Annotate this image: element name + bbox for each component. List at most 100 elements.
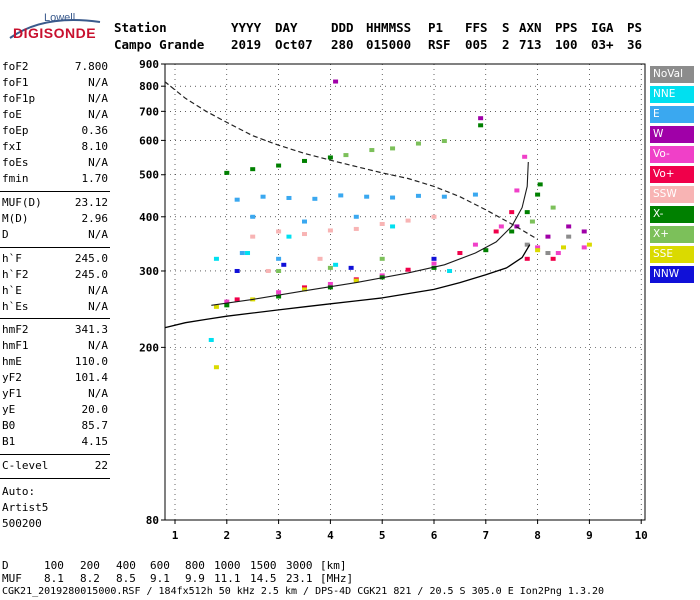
header-label-ps: PS — [627, 20, 643, 35]
echo-point — [276, 290, 282, 295]
param-row: B0 85.7 — [2, 418, 108, 433]
echo-point — [302, 285, 307, 290]
param-name: yF2 — [2, 371, 22, 384]
header-label-day: DAY — [275, 20, 298, 35]
param-name: MUF(D) — [2, 196, 42, 209]
echo-point — [561, 245, 566, 250]
echo-point — [213, 365, 219, 370]
param-name: D — [2, 228, 9, 241]
param-value: 20.0 — [81, 403, 109, 416]
echo-point — [509, 229, 515, 234]
echo-point — [524, 242, 530, 247]
param-divider — [0, 191, 110, 192]
param-value: 341.3 — [74, 323, 108, 336]
distance-unit: [km] — [320, 559, 347, 572]
param-row: hmF1 N/A — [2, 338, 108, 353]
header-label-axn: AXN — [519, 20, 542, 35]
logo-swoosh-icon — [9, 19, 101, 39]
param-value: N/A — [88, 156, 108, 169]
param-divider — [0, 454, 110, 455]
echo-point — [276, 229, 282, 234]
echo-point — [550, 256, 556, 261]
echo-point — [286, 234, 292, 239]
header-value-s: 2 — [502, 37, 510, 52]
param-row: yF2 101.4 — [2, 370, 108, 385]
param-name: h`F2 — [2, 268, 29, 281]
param-name: B0 — [2, 419, 16, 432]
header-label-yyyy: YYYY — [231, 20, 262, 35]
echo-point — [224, 303, 230, 308]
legend-item-noval: NoVal — [650, 66, 694, 83]
legend-item-vo-minus: Vo- — [650, 146, 694, 163]
muf-value: 11.1 — [214, 572, 241, 585]
param-name: foF1 — [2, 76, 29, 89]
echo-point — [379, 256, 385, 261]
y-tick-label: 200 — [139, 341, 159, 354]
echo-point — [317, 256, 323, 261]
echo-point — [234, 197, 240, 202]
echo-point — [327, 265, 333, 270]
param-value: 2.96 — [81, 212, 109, 225]
x-tick-label: 5 — [379, 529, 386, 542]
param-row: M(D) 2.96 — [2, 211, 108, 226]
distance-value: 400 — [116, 559, 136, 572]
echo-point — [529, 219, 535, 224]
param-value: 101.4 — [74, 371, 108, 384]
echo-point — [522, 154, 528, 159]
echo-point — [472, 192, 478, 197]
param-name: h`Es — [2, 300, 29, 313]
echo-point — [302, 219, 307, 224]
param-value: 85.7 — [81, 419, 109, 432]
param-divider — [0, 318, 110, 319]
echo-point — [250, 167, 256, 172]
param-value: N/A — [88, 92, 108, 105]
muf-value: 14.5 — [250, 572, 277, 585]
distance-value: 200 — [80, 559, 100, 572]
echo-point — [566, 224, 572, 229]
echo-point — [234, 268, 240, 273]
distance-value: 100 — [44, 559, 64, 572]
echo-point — [276, 256, 282, 261]
param-value: 110.0 — [74, 355, 108, 368]
param-name: foEp — [2, 124, 29, 137]
echo-point — [478, 116, 484, 121]
header-label-hhmmss: HHMMSS — [366, 20, 412, 35]
param-name: foE — [2, 108, 22, 121]
legend-item-e: E — [650, 106, 694, 123]
param-row: foF1p N/A — [2, 91, 108, 106]
echo-point — [234, 297, 240, 302]
muf-value: 8.2 — [80, 572, 100, 585]
echo-point — [472, 242, 478, 247]
y-tick-label: 400 — [139, 211, 159, 224]
y-tick-label: 80 — [146, 514, 159, 527]
echo-point — [415, 141, 421, 146]
echo-point — [343, 153, 349, 158]
autoscale-line: 500200 — [2, 516, 108, 531]
echo-point — [281, 262, 287, 267]
muf-value: 9.9 — [185, 572, 205, 585]
echo-point — [431, 214, 437, 219]
header-value-pps: 100 — [555, 37, 578, 52]
param-row: fxI 8.10 — [2, 139, 108, 154]
header-value-ps: 36 — [627, 37, 643, 52]
echo-point — [213, 304, 219, 309]
param-name: foEs — [2, 156, 29, 169]
echo-point — [333, 262, 339, 267]
echo-point — [535, 248, 541, 253]
param-name: foF1p — [2, 92, 36, 105]
distance-value: 600 — [150, 559, 170, 572]
muf-value: 8.5 — [116, 572, 136, 585]
x-mode-trace — [211, 161, 529, 306]
param-name: B1 — [2, 435, 16, 448]
logo-line2: DIGISONDE — [13, 25, 97, 41]
header-value-ffs: 005 — [465, 37, 488, 52]
param-value: 23.12 — [74, 196, 108, 209]
param-row: h`F2 245.0 — [2, 267, 108, 282]
y-tick-label: 800 — [139, 80, 159, 93]
echo-point — [250, 214, 256, 219]
echo-point — [457, 251, 463, 256]
x-tick-label: 2 — [223, 529, 230, 542]
y-tick-label: 500 — [139, 169, 159, 182]
echo-point — [431, 256, 437, 261]
echo-point — [265, 268, 271, 273]
